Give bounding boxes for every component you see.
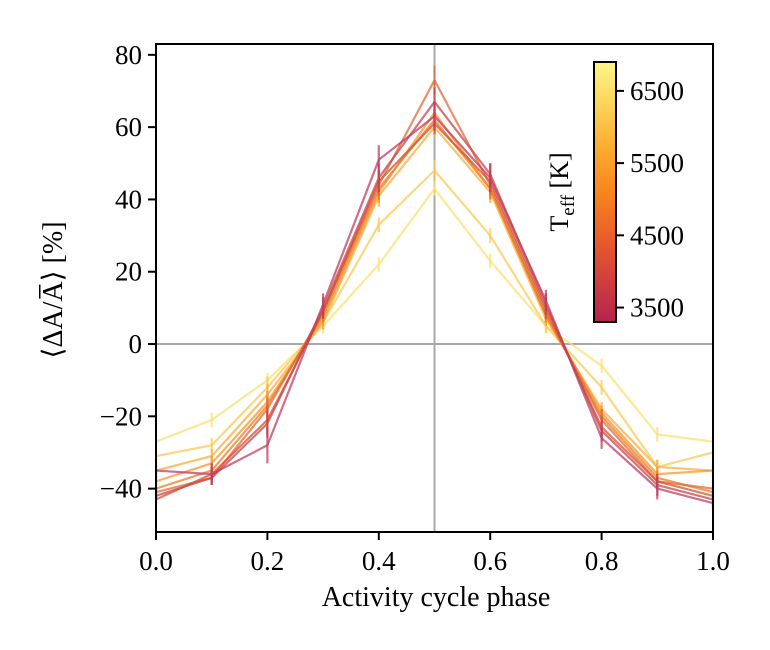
- x-tick-label: 0.2: [251, 546, 285, 576]
- colorbar-title-main: T: [545, 216, 574, 232]
- colorbar: 3500 4500 5500 6500 Teff [K]: [545, 61, 684, 323]
- y-tick-label: 20: [115, 257, 142, 287]
- y-tick-label: −40: [100, 474, 142, 504]
- x-tick-label: 0.8: [585, 546, 619, 576]
- y-axis: −40 −20 0 20 40 60 80: [100, 40, 156, 504]
- x-axis-title: Activity cycle phase: [322, 582, 551, 613]
- series-layer: [156, 65, 713, 511]
- colorbar-gradient: [593, 61, 617, 323]
- colorbar-title-sub: eff: [558, 194, 579, 215]
- x-axis: 0.0 0.2 0.4 0.6 0.8 1.0: [139, 532, 730, 576]
- colorbar-ticks: 3500 4500 5500 6500: [616, 76, 684, 323]
- y-tick-label: 40: [115, 184, 142, 214]
- x-tick-label: 0.6: [473, 546, 507, 576]
- x-tick-label: 0.4: [362, 546, 396, 576]
- x-tick-label: 0.0: [139, 546, 173, 576]
- plot-frame: [155, 43, 714, 533]
- colorbar-tick-label: 5500: [630, 148, 684, 178]
- y-tick-label: 80: [115, 40, 142, 70]
- colorbar-tick-label: 4500: [630, 220, 684, 250]
- series-3400: [156, 101, 713, 511]
- colorbar-tick-label: 6500: [630, 76, 684, 106]
- colorbar-tick-label: 3500: [630, 293, 684, 323]
- x-tick-label: 1.0: [696, 546, 730, 576]
- y-tick-label: 60: [115, 112, 142, 142]
- y-tick-label: −20: [100, 401, 142, 431]
- colorbar-title: Teff [K]: [545, 152, 579, 231]
- y-axis-title: ⟨ΔA/A̅⟩ [%]: [38, 221, 69, 358]
- y-tick-label: 0: [129, 329, 143, 359]
- colorbar-title-unit: [K]: [545, 152, 574, 195]
